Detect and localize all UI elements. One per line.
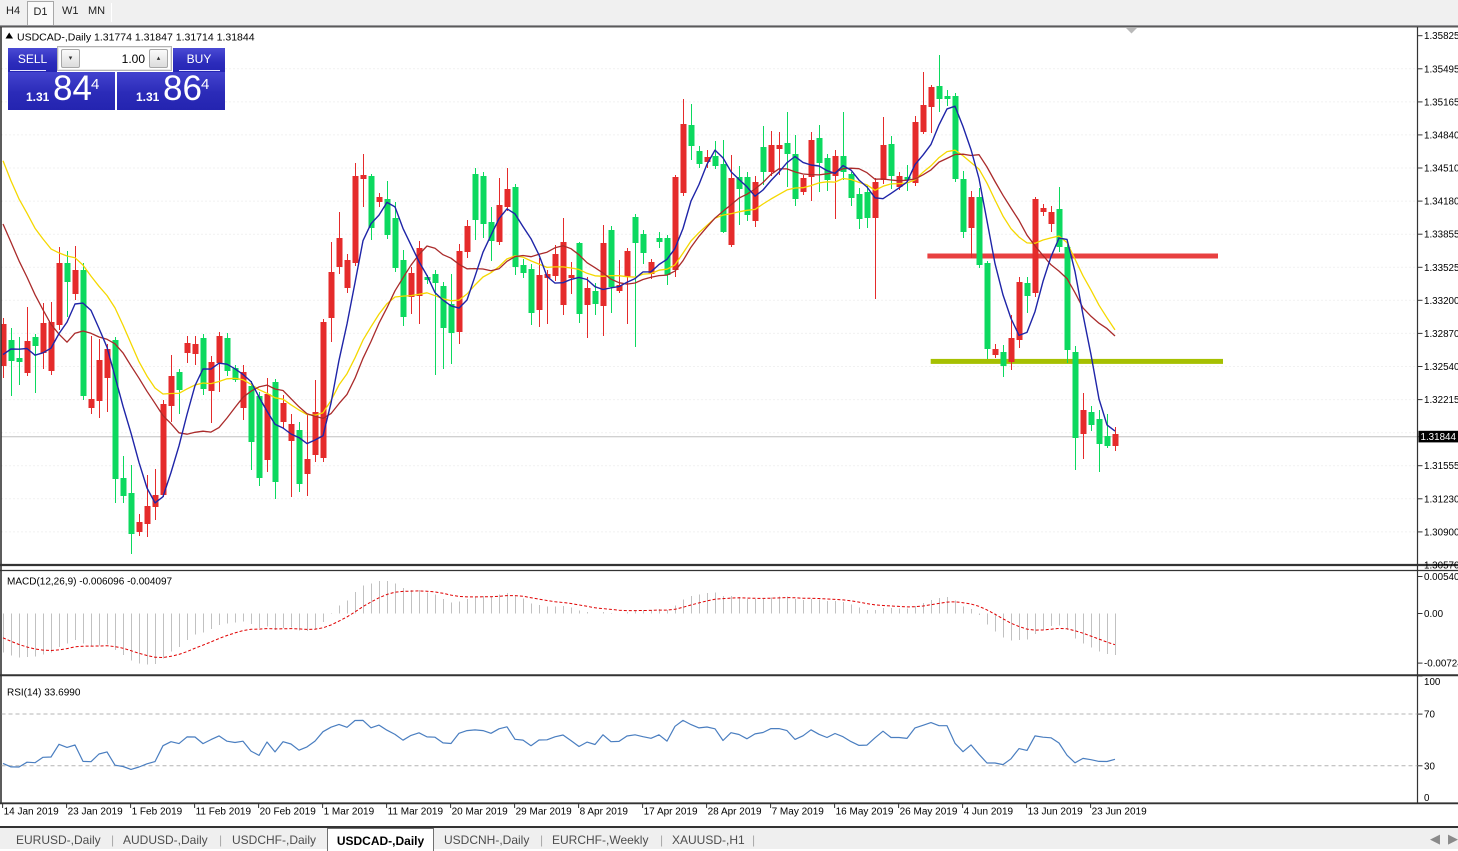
svg-text:1.31555: 1.31555 — [1424, 461, 1458, 472]
svg-text:1.31844: 1.31844 — [1421, 432, 1457, 443]
svg-text:26 May 2019: 26 May 2019 — [900, 807, 958, 818]
svg-text:30: 30 — [1424, 761, 1435, 772]
svg-text:7 May 2019: 7 May 2019 — [772, 807, 825, 818]
svg-text:1.33200: 1.33200 — [1424, 296, 1458, 307]
svg-text:1.34840: 1.34840 — [1424, 130, 1458, 141]
svg-text:11 Feb 2019: 11 Feb 2019 — [196, 807, 252, 818]
svg-text:17 Apr 2019: 17 Apr 2019 — [644, 807, 698, 818]
svg-text:70: 70 — [1424, 710, 1435, 721]
svg-text:1.35495: 1.35495 — [1424, 64, 1458, 75]
svg-text:1.31230: 1.31230 — [1424, 494, 1458, 505]
svg-text:1.34180: 1.34180 — [1424, 197, 1458, 208]
svg-text:1.30570: 1.30570 — [1424, 561, 1458, 572]
svg-text:20 Feb 2019: 20 Feb 2019 — [260, 807, 317, 818]
svg-text:1.35165: 1.35165 — [1424, 97, 1458, 108]
svg-text:1.30900: 1.30900 — [1424, 527, 1458, 538]
svg-text:20 Mar 2019: 20 Mar 2019 — [452, 807, 509, 818]
svg-text:1.32215: 1.32215 — [1424, 395, 1458, 406]
svg-text:11 Mar 2019: 11 Mar 2019 — [388, 807, 444, 818]
svg-text:13 Jun 2019: 13 Jun 2019 — [1028, 807, 1083, 818]
svg-text:1.35825: 1.35825 — [1424, 31, 1458, 42]
svg-text:USDCAD-,Daily: USDCAD-,Daily — [17, 32, 92, 44]
svg-text:16 May 2019: 16 May 2019 — [836, 807, 894, 818]
svg-text:0: 0 — [1424, 793, 1430, 804]
svg-text:1.33525: 1.33525 — [1424, 263, 1458, 274]
svg-text:100: 100 — [1424, 677, 1441, 688]
svg-text:1.33855: 1.33855 — [1424, 230, 1458, 241]
svg-text:-0.0072425: -0.0072425 — [1424, 659, 1458, 670]
svg-text:RSI(14) 33.6990: RSI(14) 33.6990 — [7, 688, 81, 699]
svg-text:14 Jan 2019: 14 Jan 2019 — [4, 807, 59, 818]
svg-text:0.00: 0.00 — [1424, 609, 1444, 620]
svg-text:1 Feb 2019: 1 Feb 2019 — [132, 807, 183, 818]
svg-text:1.32540: 1.32540 — [1424, 362, 1458, 373]
svg-text:23 Jan 2019: 23 Jan 2019 — [68, 807, 123, 818]
svg-text:28 Apr 2019: 28 Apr 2019 — [708, 807, 762, 818]
svg-text:MACD(12,26,9) -0.006096 -0.004: MACD(12,26,9) -0.006096 -0.004097 — [7, 577, 173, 588]
svg-text:1 Mar 2019: 1 Mar 2019 — [324, 807, 375, 818]
svg-text:0.0054025: 0.0054025 — [1424, 572, 1458, 583]
svg-text:4 Jun 2019: 4 Jun 2019 — [964, 807, 1014, 818]
svg-text:23 Jun 2019: 23 Jun 2019 — [1092, 807, 1147, 818]
svg-text:1.32870: 1.32870 — [1424, 329, 1458, 340]
svg-text:1.34510: 1.34510 — [1424, 164, 1458, 175]
svg-text:1.31774 1.31847 1.31714 1.3184: 1.31774 1.31847 1.31714 1.31844 — [94, 32, 255, 44]
svg-text:8 Apr 2019: 8 Apr 2019 — [580, 807, 629, 818]
svg-text:29 Mar 2019: 29 Mar 2019 — [516, 807, 573, 818]
